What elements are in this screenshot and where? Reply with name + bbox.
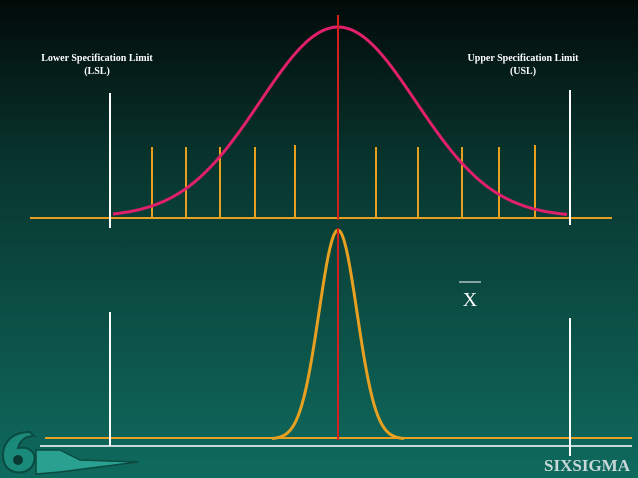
lsl-abbr: (LSL) xyxy=(84,66,110,77)
brand-sigma: SIGMA xyxy=(572,456,630,475)
usl-abbr: (USL) xyxy=(510,66,536,77)
mean-symbol: X xyxy=(463,289,478,311)
logo xyxy=(2,430,139,475)
brand-six: SIX xyxy=(544,456,573,475)
wide-distribution xyxy=(112,25,568,216)
usl-label: Upper Specification Limit xyxy=(468,53,580,64)
tolerance-ticks xyxy=(151,145,536,218)
brand: SIXSIGMA xyxy=(544,456,631,475)
lsl-label: Lower Specification Limit xyxy=(41,53,153,64)
